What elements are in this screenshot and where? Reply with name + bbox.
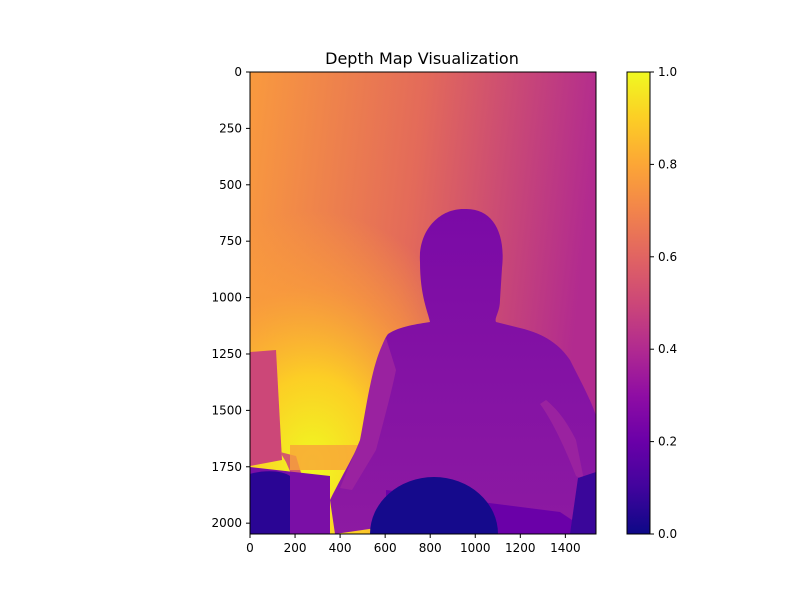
plot-frame — [249, 71, 597, 535]
x-axis: 0 200 400 600 800 1000 1200 1400 — [246, 534, 581, 555]
x-tick-label: 600 — [374, 541, 397, 555]
chart-title: Depth Map Visualization — [325, 49, 519, 68]
colorbar-tick-label: 0.8 — [658, 157, 677, 171]
y-tick-label: 750 — [219, 234, 242, 248]
colorbar-tick-label: 0.6 — [658, 250, 677, 264]
colorbar-tick-label: 1.0 — [658, 65, 677, 79]
x-tick-label: 1400 — [550, 541, 581, 555]
dark-object-right — [570, 472, 596, 534]
dark-object-center — [370, 477, 498, 534]
y-tick-label: 1000 — [211, 291, 242, 305]
colorbar-tick-label: 0.2 — [658, 435, 677, 449]
x-tick-label: 0 — [246, 541, 254, 555]
x-tick-label: 1200 — [505, 541, 536, 555]
colorbar-tick-label: 0.4 — [658, 342, 677, 356]
x-tick-label: 200 — [284, 541, 307, 555]
dark-object-left — [250, 471, 290, 534]
y-tick-label: 1500 — [211, 403, 242, 417]
x-tick-label: 400 — [329, 541, 352, 555]
heatmap-image — [250, 72, 596, 534]
colorbar-tick-label: 0.0 — [658, 527, 677, 541]
y-tick-label: 1250 — [211, 347, 242, 361]
x-tick-label: 1000 — [460, 541, 491, 555]
colorbar — [626, 71, 651, 535]
y-tick-label: 250 — [219, 121, 242, 135]
person-silhouette — [330, 208, 596, 534]
y-tick-label: 500 — [219, 178, 242, 192]
x-tick-label: 800 — [419, 541, 442, 555]
y-tick-label: 0 — [234, 65, 242, 79]
y-axis: 0 250 500 750 1000 1250 1500 1750 2000 — [211, 65, 250, 530]
y-tick-label: 2000 — [211, 516, 242, 530]
y-tick-label: 1750 — [211, 460, 242, 474]
chair-shape — [250, 350, 282, 466]
colorbar-axis: 0.0 0.2 0.4 0.6 0.8 1.0 — [650, 65, 677, 541]
